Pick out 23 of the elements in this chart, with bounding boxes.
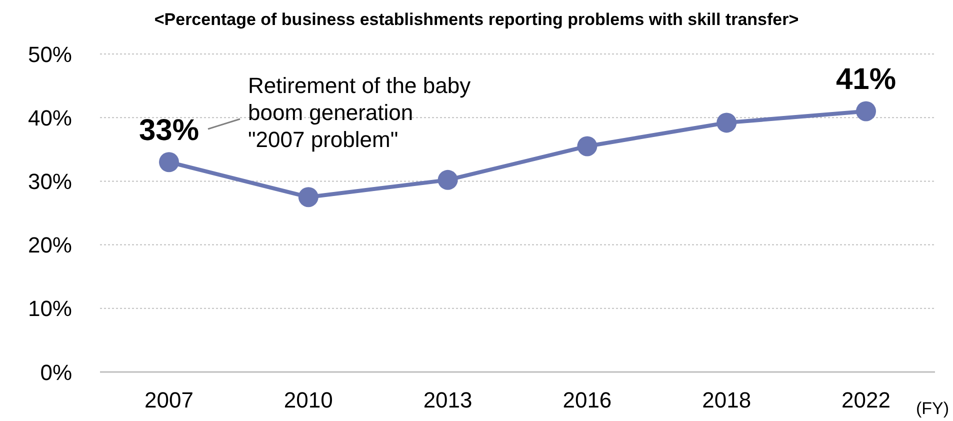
x-tick-label: 2018 bbox=[702, 388, 752, 413]
y-tick-label: 50% bbox=[28, 42, 72, 67]
x-axis-title: (FY) bbox=[916, 399, 949, 418]
chart-title: <Percentage of business establishments reporting problems with skill transfer> bbox=[153, 10, 800, 30]
point bbox=[856, 101, 876, 122]
y-tick-label: 10% bbox=[28, 296, 72, 322]
x-tick-label: 2013 bbox=[423, 388, 472, 413]
point bbox=[577, 136, 598, 156]
point bbox=[716, 112, 737, 133]
x-tick-label: 2016 bbox=[562, 388, 612, 413]
y-tick-label: 0% bbox=[40, 360, 72, 385]
x-tick-label: 2010 bbox=[284, 388, 333, 413]
point bbox=[298, 187, 318, 208]
data-label: 33% bbox=[138, 114, 200, 148]
y-tick-label: 40% bbox=[28, 105, 72, 130]
annotation: Retirement of the baby boom generation "2007 problem" bbox=[248, 73, 471, 152]
data-label: 41% bbox=[836, 63, 896, 96]
y-tick-label: 30% bbox=[28, 169, 72, 194]
x-tick-label: 2007 bbox=[144, 388, 194, 413]
x-tick-label: 2022 bbox=[842, 388, 890, 413]
point bbox=[438, 170, 458, 190]
point bbox=[159, 152, 179, 172]
y-tick-label: 20% bbox=[28, 232, 72, 258]
